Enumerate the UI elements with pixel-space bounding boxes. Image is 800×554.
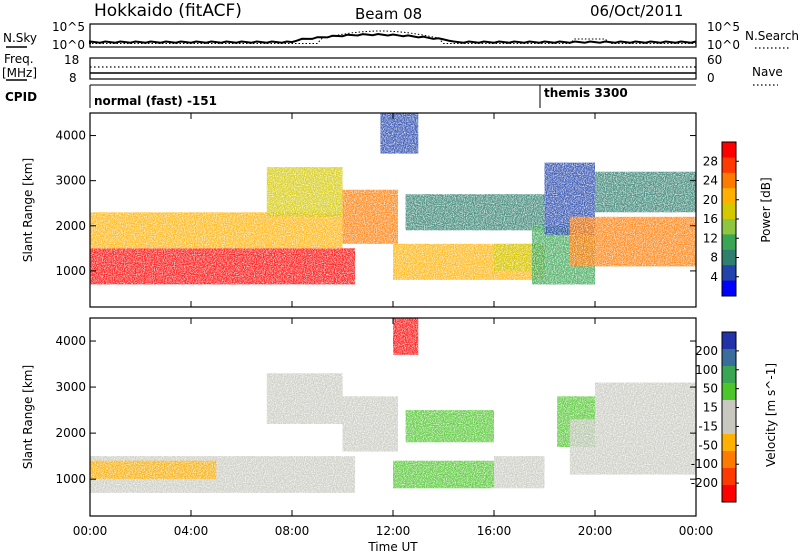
y-tick-label: 2000 bbox=[55, 426, 86, 440]
colorbar-frame bbox=[721, 331, 737, 503]
x-tick-label: 12:00 bbox=[376, 524, 411, 538]
nsky-panel bbox=[89, 23, 697, 48]
colorbar-swatch bbox=[722, 172, 736, 189]
nsky-trace bbox=[89, 30, 697, 45]
x-tick-label: 00:00 bbox=[679, 524, 714, 538]
nsearch-label: N.Search bbox=[745, 29, 799, 43]
colorbar-swatch bbox=[722, 468, 736, 486]
date-label: 06/Oct/2011 bbox=[590, 2, 683, 20]
colorbar-tick-label: 24 bbox=[703, 174, 718, 188]
colorbar-tick-label: -100 bbox=[691, 457, 718, 471]
nsky-tick-bottom: 10^0 bbox=[52, 38, 85, 52]
time-axis: 00:00 04:00 08:00 12:00 16:00 20:00 00:00 bbox=[73, 113, 714, 538]
cpid-mode-normal: normal (fast) -151 bbox=[94, 94, 217, 108]
colorbar-swatch bbox=[722, 451, 736, 469]
colorbar-swatch bbox=[722, 332, 736, 350]
nave-tick-top: 60 bbox=[707, 53, 722, 67]
colorbar-tick-label: 12 bbox=[703, 231, 718, 245]
power-colorbar: 28 24 20 16 12 8 4 bbox=[703, 141, 739, 297]
x-tick-label: 04:00 bbox=[174, 524, 209, 538]
colorbar-swatch bbox=[722, 417, 736, 435]
nsky-label: N.Sky bbox=[3, 31, 37, 45]
nsearch-tick-top: 10^5 bbox=[707, 20, 740, 34]
freq-label: Freq. bbox=[4, 52, 34, 66]
x-tick-label: 16:00 bbox=[477, 524, 512, 538]
velocity-colorbar: 200 100 50 15 -15 -50 -100 -200 bbox=[691, 331, 739, 503]
y-tick-label: 1000 bbox=[55, 472, 86, 486]
colorbar-tick-label: -200 bbox=[691, 476, 718, 490]
colorbar-tick-label: 100 bbox=[695, 363, 718, 377]
power-yaxis: 1000 2000 3000 4000 bbox=[55, 129, 696, 278]
colorbar-swatch bbox=[722, 157, 736, 174]
cpid-label: CPID bbox=[5, 90, 37, 104]
velocity-ylabel: Slant Range [km] bbox=[21, 365, 35, 469]
nave-tick-bottom: 0 bbox=[707, 71, 715, 85]
colorbar-swatch bbox=[722, 349, 736, 367]
colorbar-swatch bbox=[722, 434, 736, 452]
colorbar-tick-label: -50 bbox=[698, 438, 718, 452]
colorbar-swatch bbox=[722, 400, 736, 418]
y-tick-label: 2000 bbox=[55, 219, 86, 233]
colorbar-tick-label: 16 bbox=[703, 212, 718, 226]
velocity-speckle bbox=[90, 318, 696, 516]
colorbar-swatch bbox=[722, 485, 736, 503]
freq-unit: [MHz] bbox=[2, 66, 37, 80]
colorbar-swatch bbox=[722, 249, 736, 266]
freq-tick-bottom: 8 bbox=[69, 71, 77, 85]
colorbar-tick-label: 15 bbox=[703, 401, 718, 415]
colorbar-swatch bbox=[722, 234, 736, 251]
power-colorbar-label: Power [dB] bbox=[759, 177, 773, 242]
colorbar-swatch bbox=[722, 219, 736, 235]
y-tick-label: 4000 bbox=[55, 129, 86, 143]
colorbar-tick-label: 20 bbox=[703, 193, 718, 207]
freq-panel bbox=[89, 57, 697, 80]
y-tick-label: 3000 bbox=[55, 380, 86, 394]
cpid-mode-themis: themis 3300 bbox=[544, 86, 628, 100]
colorbar-swatch bbox=[722, 142, 736, 158]
freq-tick-top: 18 bbox=[64, 53, 79, 67]
velocity-colorbar-label: Velocity [m s^-1] bbox=[764, 363, 778, 467]
nsky-line bbox=[89, 32, 697, 44]
plot-title: Hokkaido (fitACF) bbox=[94, 1, 242, 21]
x-tick-label: 20:00 bbox=[578, 524, 613, 538]
power-speckle bbox=[90, 113, 696, 307]
y-tick-label: 3000 bbox=[55, 174, 86, 188]
y-tick-label: 1000 bbox=[55, 264, 86, 278]
colorbar-tick-label: 200 bbox=[695, 344, 718, 358]
y-tick-label: 4000 bbox=[55, 334, 86, 348]
nsearch-line bbox=[89, 30, 696, 45]
colorbar-swatch bbox=[722, 203, 736, 220]
nave-label: Nave bbox=[752, 65, 783, 79]
velocity-yaxis: 1000 2000 3000 4000 bbox=[55, 334, 696, 486]
time-axis-label: Time UT bbox=[367, 540, 418, 554]
power-ylabel: Slant Range [km] bbox=[21, 158, 35, 262]
nsearch-tick-bottom: 10^0 bbox=[707, 38, 740, 52]
colorbar-tick-label: -15 bbox=[698, 419, 718, 433]
x-tick-label: 00:00 bbox=[73, 524, 108, 538]
beam-label: Beam 08 bbox=[355, 5, 422, 23]
colorbar-tick-label: 8 bbox=[710, 251, 718, 265]
colorbar-swatch bbox=[722, 383, 736, 401]
colorbar-swatch bbox=[722, 366, 736, 384]
colorbar-swatch bbox=[722, 280, 736, 297]
colorbar-tick-label: 50 bbox=[703, 382, 718, 396]
colorbar-tick-label: 28 bbox=[703, 154, 718, 168]
x-tick-label: 08:00 bbox=[275, 524, 310, 538]
colorbar-tick-label: 4 bbox=[710, 270, 718, 284]
colorbar-swatch bbox=[722, 265, 736, 282]
colorbar-swatch bbox=[722, 188, 736, 205]
nsky-tick-top: 10^5 bbox=[52, 20, 85, 34]
